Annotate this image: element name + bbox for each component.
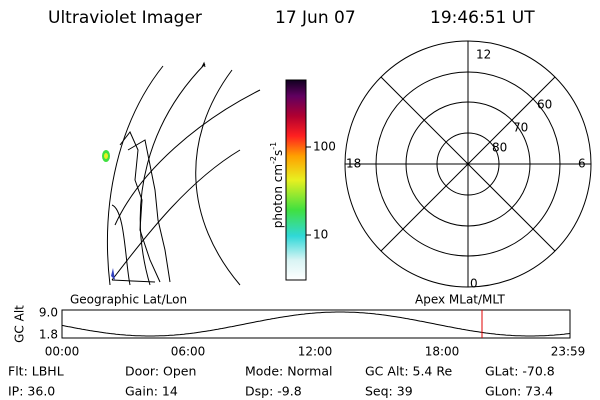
status-field: GC Alt: 5.4 Re xyxy=(365,364,452,379)
y-tick-label: 1.8 xyxy=(39,328,58,342)
polar-plot xyxy=(344,40,592,288)
orbit-frame xyxy=(61,309,571,339)
geo-map xyxy=(102,61,261,286)
colorbar xyxy=(285,79,307,281)
status-field: Dsp: -9.8 xyxy=(245,384,302,399)
y-tick-label: 9.0 xyxy=(39,306,58,320)
title: Ultraviolet Imager xyxy=(48,8,202,28)
lat-label: 70 xyxy=(513,121,528,135)
hour-label: 0 xyxy=(470,277,478,291)
y-label: GC Alt xyxy=(13,305,27,343)
hour-label: 6 xyxy=(578,157,586,171)
status-field: Gain: 14 xyxy=(125,384,178,399)
hour-label: 12 xyxy=(476,48,491,62)
unit-text: s xyxy=(271,150,285,156)
lat-label: 80 xyxy=(492,141,507,155)
x-tick-label: 18:00 xyxy=(425,345,460,359)
colorbar-label: photon cm-2s-1 xyxy=(269,142,285,229)
panel-label: Apex MLat/MLT xyxy=(415,293,505,307)
status-field: Flt: LBHL xyxy=(8,364,64,379)
x-tick-label: 23:59 xyxy=(551,345,586,359)
x-tick-label: 00:00 xyxy=(45,345,80,359)
status-field: Mode: Normal xyxy=(245,364,332,379)
unit-text: photon cm xyxy=(271,164,285,228)
lat-label: 60 xyxy=(537,98,552,112)
status-field: Seq: 39 xyxy=(365,384,413,399)
hour-label: 18 xyxy=(346,157,361,171)
time: 19:46:51 UT xyxy=(430,8,535,28)
status-field: GLon: 73.4 xyxy=(485,384,553,399)
status-field: Door: Open xyxy=(125,364,196,379)
unit-exponent: -1 xyxy=(269,142,278,150)
panel-label: Geographic Lat/Lon xyxy=(70,293,187,307)
colorbar-tick-label: 100 xyxy=(313,140,336,154)
status-field: GLat: -70.8 xyxy=(485,364,555,379)
x-tick-label: 06:00 xyxy=(171,345,206,359)
status-field: IP: 36.0 xyxy=(8,384,55,399)
colorbar-tick-label: 10 xyxy=(313,228,328,242)
unit-exponent: -2 xyxy=(269,156,278,164)
x-tick-label: 12:00 xyxy=(298,345,333,359)
altitude-curve xyxy=(61,311,571,337)
date: 17 Jun 07 xyxy=(275,8,356,28)
